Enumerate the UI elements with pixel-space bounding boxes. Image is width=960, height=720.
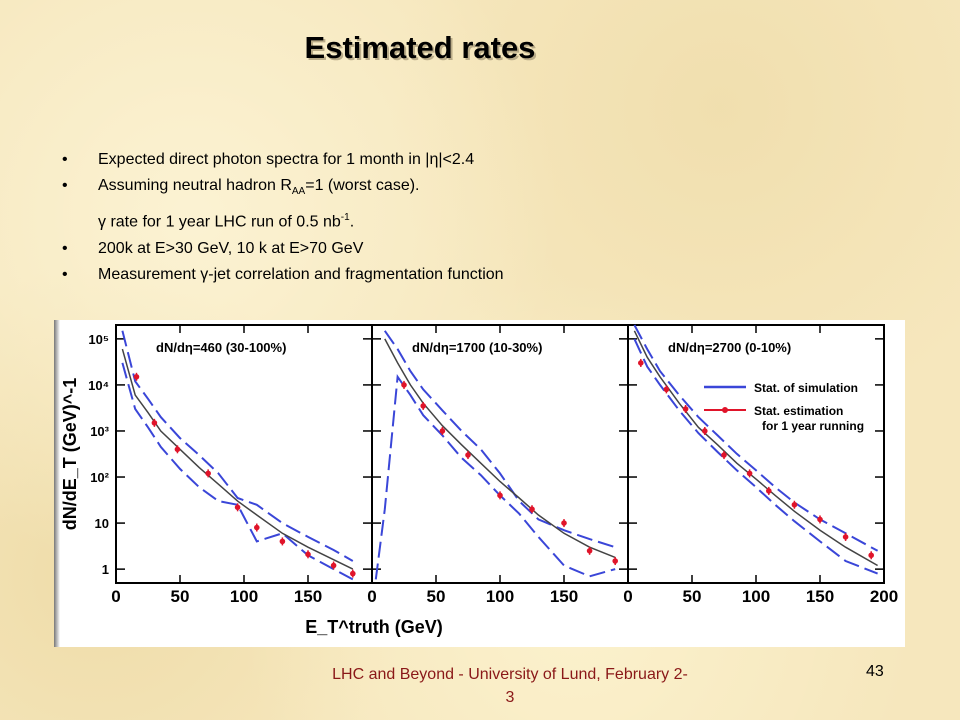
estimation-point	[133, 374, 140, 380]
estimation-point	[638, 360, 644, 366]
legend-simulation-label: Stat. of simulation	[754, 381, 858, 395]
simulation-upper-band	[633, 324, 879, 552]
central-spectrum-line	[121, 348, 354, 570]
x-tick-label: 150	[806, 587, 834, 606]
estimation-point	[420, 403, 427, 409]
bullet-item: γ rate for 1 year LHC run of 0.5 nb-1.	[62, 205, 504, 235]
panel-frame	[627, 324, 885, 584]
bullet-marker: •	[62, 177, 68, 194]
legend-estimation-marker	[722, 407, 728, 413]
estimation-point	[791, 501, 798, 508]
y-axis-label: dN/dE_T (GeV)^-1	[60, 378, 80, 531]
legend-estimation-label: Stat. estimation	[754, 404, 843, 418]
estimation-point	[663, 386, 670, 393]
bullet-item: • Assuming neutral hadron RAA=1 (worst c…	[62, 173, 504, 205]
bullet-item: • Measurement γ-jet correlation and frag…	[62, 262, 504, 288]
page-number: 43	[866, 663, 884, 680]
estimation-point	[702, 428, 708, 434]
simulation-upper-band	[121, 330, 354, 562]
x-tick-label: 200	[870, 587, 898, 606]
bullet-superscript: -1	[340, 212, 350, 224]
panel-label: dN/dη=460 (30-100%)	[156, 340, 286, 355]
bullet-list: • Expected direct photon spectra for 1 m…	[62, 147, 504, 288]
x-tick-label: 100	[742, 587, 770, 606]
estimation-point	[561, 520, 567, 526]
estimation-point	[234, 504, 241, 511]
estimation-point	[401, 382, 407, 388]
bullet-marker: •	[62, 151, 68, 168]
x-tick-label: 0	[367, 587, 376, 606]
estimation-point	[151, 420, 158, 426]
x-tick-label: 50	[171, 587, 190, 606]
simulation-lower-band	[374, 374, 616, 580]
bullet-item: • Expected direct photon spectra for 1 m…	[62, 147, 504, 173]
y-tick-label: 10²	[90, 470, 109, 485]
bullet-text: 200k at E>30 GeV, 10 k at E>70 GeV	[98, 239, 364, 257]
panel-label: dN/dη=1700 (10-30%)	[412, 340, 542, 355]
estimation-point	[721, 452, 727, 458]
slide-footer: LHC and Beyond - University of Lund, Feb…	[332, 666, 688, 706]
estimation-point	[205, 470, 211, 477]
estimation-point	[465, 452, 471, 458]
simulation-upper-band	[383, 330, 616, 549]
x-tick-label: 100	[230, 587, 258, 606]
estimation-point	[439, 428, 446, 434]
y-tick-label: 10⁴	[88, 378, 109, 393]
estimation-point	[529, 506, 535, 513]
bullet-text-post: .	[349, 213, 355, 231]
bullet-text-post: =1 (worst case).	[305, 177, 420, 194]
central-spectrum-line	[633, 330, 878, 567]
y-tick-label: 10	[95, 516, 109, 531]
estimation-point	[868, 552, 874, 559]
estimation-point	[842, 534, 849, 540]
x-tick-label: 50	[683, 587, 702, 606]
x-tick-label: 0	[623, 587, 632, 606]
x-tick-label: 150	[550, 587, 578, 606]
estimation-point	[817, 516, 823, 523]
bullet-subscript: AA	[291, 186, 306, 198]
slide-title: Estimated rates	[304, 30, 536, 65]
bullet-marker: •	[62, 239, 68, 257]
x-tick-label: 150	[294, 587, 322, 606]
estimation-point	[254, 524, 260, 531]
estimation-point	[174, 446, 181, 453]
estimation-point	[497, 492, 503, 499]
panel-label: dN/dη=2700 (0-10%)	[668, 340, 791, 355]
panel-frame	[371, 324, 629, 584]
estimation-point	[350, 570, 356, 577]
x-tick-label: 100	[486, 587, 514, 606]
scan-edge	[54, 320, 60, 647]
estimation-point	[682, 406, 689, 412]
bullet-text: γ rate for 1 year LHC run of 0.5 nb	[98, 213, 341, 231]
estimation-point	[586, 548, 593, 554]
y-tick-label: 10³	[90, 424, 109, 439]
y-tick-label: 1	[102, 562, 109, 577]
x-axis-label: E_T^truth (GeV)	[305, 617, 443, 637]
photon-spectra-figure: dN/dη=460 (30-100%) 0 50 100 150 dN/dη=1700 (…	[54, 320, 905, 647]
x-tick-label: 50	[427, 587, 446, 606]
chart-marks	[121, 324, 879, 581]
simulation-lower-band	[633, 338, 878, 575]
bullet-marker: •	[62, 265, 68, 283]
estimation-point	[612, 558, 618, 564]
estimation-point	[330, 562, 337, 569]
legend-estimation-label-line2: for 1 year running	[762, 419, 864, 433]
x-tick-label: 0	[111, 587, 120, 606]
estimation-point	[766, 488, 772, 494]
estimation-point	[305, 551, 311, 558]
panel-frames	[115, 324, 885, 584]
estimation-point	[746, 470, 753, 477]
panel-frame	[115, 324, 373, 584]
simulation-lower-band	[121, 362, 354, 581]
central-spectrum-line	[384, 338, 616, 559]
bullet-text: Measurement γ-jet correlation and fragme…	[98, 265, 504, 283]
estimation-point	[279, 538, 286, 545]
bullet-text: Expected direct photon spectra for 1 mon…	[98, 151, 475, 168]
bullet-item: • 200k at E>30 GeV, 10 k at E>70 GeV	[62, 236, 504, 262]
bullet-text: Assuming neutral hadron R	[98, 177, 292, 194]
y-tick-label: 10⁵	[88, 332, 109, 347]
